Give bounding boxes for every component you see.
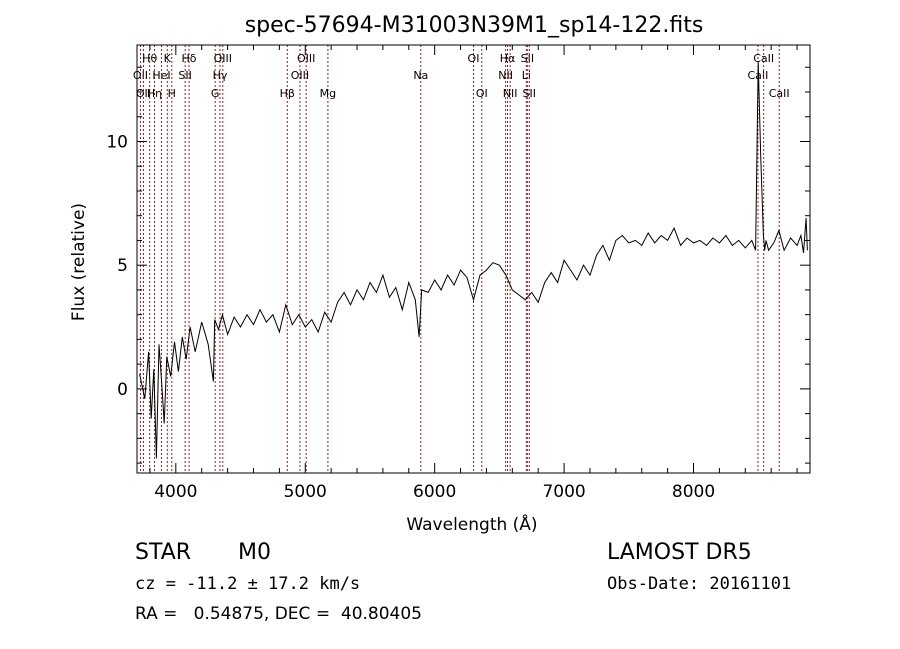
line-marker-label-7: SII [178,69,191,82]
line-marker-label-1: OII [136,87,151,100]
x-tick-label-3: 7000 [542,482,585,502]
emission-line-markers: OIIOIIHθHηHeIKHSIIHδGHγOIIIHβOIIIOIIIMgN… [133,45,790,473]
line-marker-label-22: Li [522,69,531,82]
line-marker-label-5: K [164,52,172,65]
line-marker-label-12: Hβ [280,87,295,100]
line-marker-label-2: Hθ [142,52,157,65]
y-tick-label-0: 0 [117,380,128,400]
line-marker-label-15: Mg [320,87,336,100]
observation-date: Obs-Date: 20161101 [607,574,792,594]
line-marker-label-24: SII [523,87,536,100]
plot-frame [136,44,811,474]
line-marker-label-18: OI [476,87,488,100]
line-marker-label-0: OII [133,69,148,82]
line-marker-label-19: NII [498,69,513,82]
x-tick-label-0: 4000 [154,482,197,502]
line-marker-label-17: OI [468,52,480,65]
redshift-velocity: cz = -11.2 ± 17.2 km/s [135,574,361,594]
line-marker-label-23: SII [521,52,534,65]
line-marker-label-21: NII [503,87,518,100]
line-marker-label-27: CaII [769,87,790,100]
line-marker-label-3: Hη [147,87,162,100]
line-marker-label-11: OIII [214,52,232,65]
x-axis-label: Wavelength (Å) [406,513,537,535]
spectrum-line-group [139,62,808,459]
object-subclass: M0 [238,540,271,565]
y-axis-label: Flux (relative) [69,203,89,321]
spectrum-line [139,62,808,459]
line-marker-label-26: CaII [753,52,774,65]
line-marker-label-14: OIII [297,52,315,65]
x-tick-label-2: 6000 [413,482,456,502]
line-marker-label-20: Hα [500,52,516,65]
line-marker-label-6: H [168,87,176,100]
chart-title: spec-57694-M31003N39M1_sp14-122.fits [245,13,704,38]
object-class: STAR [135,540,192,565]
coordinates: RA = 0.54875, DEC = 40.80405 [135,604,422,624]
line-marker-label-9: G [211,87,220,100]
line-marker-label-13: OIII [291,69,309,82]
y-tick-label-2: 10 [106,132,128,152]
y-tick-label-1: 5 [117,256,128,276]
line-marker-label-4: HeI [152,69,170,82]
line-marker-label-10: Hγ [213,69,228,82]
axes: 4000 5000 6000 7000 8000 0 5 10 [106,45,810,502]
line-marker-label-8: Hδ [182,52,197,65]
survey-name: LAMOST DR5 [607,540,752,565]
line-marker-label-16: Na [413,69,428,82]
x-tick-label-1: 5000 [284,482,327,502]
x-tick-label-4: 8000 [672,482,715,502]
